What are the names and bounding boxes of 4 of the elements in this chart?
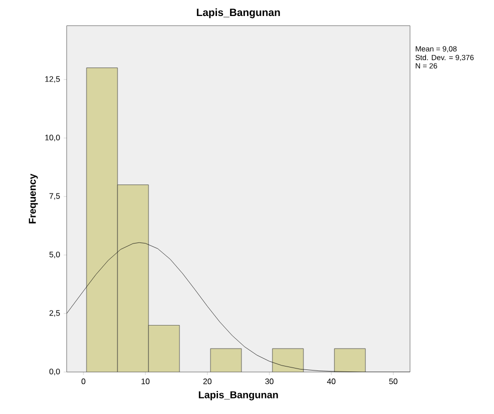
y-axis-title: Frequency <box>28 174 38 224</box>
line-series <box>66 242 410 372</box>
x-axis-title: Lapis_Bangunan <box>198 391 278 400</box>
chart-title: Lapis_Bangunan <box>196 8 280 18</box>
